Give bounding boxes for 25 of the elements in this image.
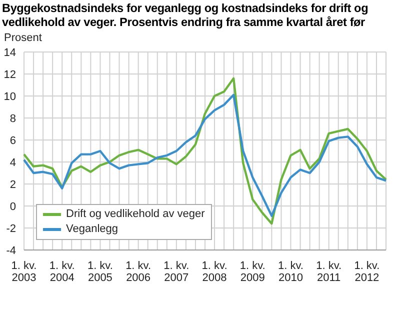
y-tick-label: 6 [10,134,16,147]
x-tick-label: 1. kv. 2010 [278,260,304,284]
x-tick-label: 1. kv. 2009 [240,260,266,284]
legend-label: Drift og vedlikehold av veger [65,207,205,222]
y-tick-label: -4 [6,244,16,257]
y-tick-label: 14 [4,46,16,59]
legend-label: Veganlegg [65,222,119,237]
x-tick-label: 1. kv. 2003 [11,260,37,284]
y-tick-label: 12 [4,68,16,81]
x-tick-label: 1. kv. 2012 [354,260,380,284]
y-axis-title: Prosent [4,32,42,44]
x-tick-label: 1. kv. 2007 [164,260,190,284]
y-tick-label: 2 [10,178,16,191]
x-tick-label: 1. kv. 2004 [49,260,75,284]
y-tick-label: 8 [10,112,16,125]
x-tick-label: 1. kv. 2005 [87,260,113,284]
y-tick-label: 4 [10,156,16,169]
y-tick-label: 0 [10,200,16,213]
x-tick-label: 1. kv. 2008 [202,260,228,284]
y-tick-label: -2 [6,222,16,235]
y-tick-label: 10 [4,90,16,103]
line-series [22,77,388,225]
x-tick-label: 1. kv. 2006 [126,260,152,284]
chart-title: Byggekostnadsindeks for veganlegg og kostnadsindeks for drift og vedlikehold av veger. Prosentvis endring fra samme kvartal året før [2,1,370,29]
x-tick-label: 1. kv. 2011 [316,260,342,284]
